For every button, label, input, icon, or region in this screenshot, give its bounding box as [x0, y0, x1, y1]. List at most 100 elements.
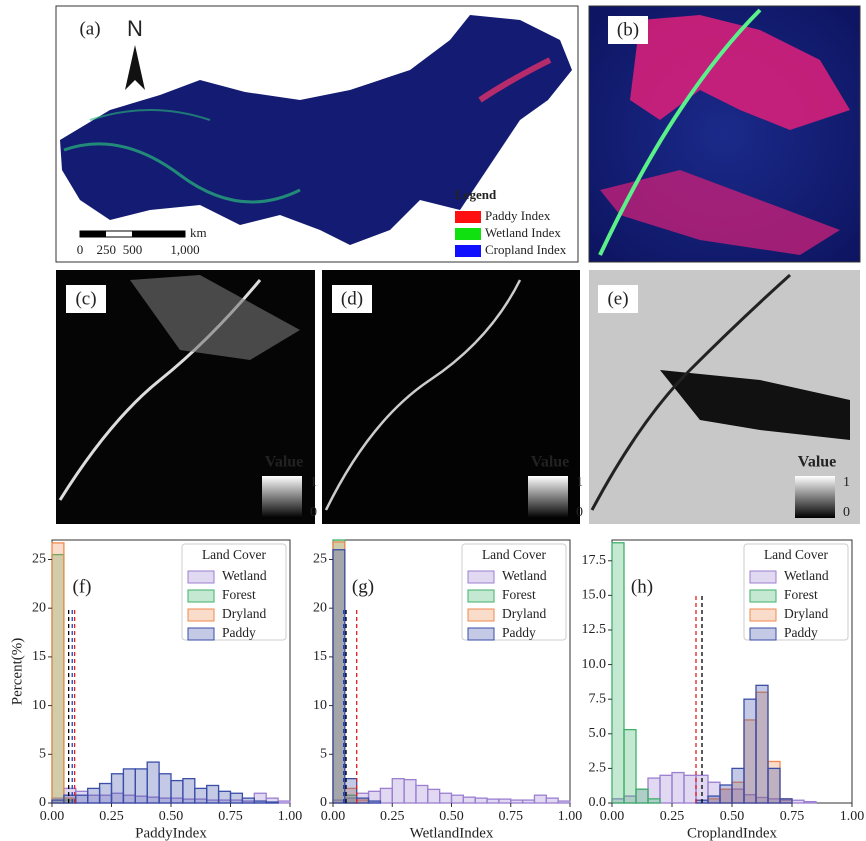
- y-tick-label: 25: [313, 552, 327, 567]
- y-tick-label: 0: [39, 795, 46, 810]
- x-tick-label: 0.50: [720, 809, 745, 824]
- histogram-bar: [344, 777, 358, 804]
- histogram-bar: [647, 798, 661, 804]
- value-gradient: [528, 476, 568, 518]
- panel-label-box: [332, 285, 372, 313]
- histogram-bar: [241, 797, 255, 804]
- legend-title: Land Cover: [482, 547, 547, 562]
- panel-label-box: [66, 285, 106, 313]
- legend-title: Land Cover: [764, 547, 829, 562]
- legend-swatch: [749, 608, 777, 622]
- x-tick-label: 1.00: [278, 809, 303, 824]
- histogram-bar: [87, 787, 101, 804]
- map-river: [324, 279, 522, 511]
- legend-swatch: [467, 589, 495, 603]
- x-axis-label: CroplandIndex: [687, 825, 777, 841]
- legend-box: [743, 543, 849, 641]
- x-tick-label: 0.75: [499, 809, 524, 824]
- y-tick-label: 15: [313, 649, 327, 664]
- histogram-bar: [217, 790, 232, 804]
- histogram-bar: [743, 698, 757, 804]
- histogram-bar: [803, 800, 817, 804]
- map-river: [590, 273, 792, 511]
- histogram-bar: [533, 794, 547, 804]
- histogram-bar: [510, 799, 524, 804]
- scale-unit: km: [190, 225, 207, 240]
- histogram-bar: [98, 782, 113, 804]
- histogram-bar: [659, 774, 673, 804]
- y-tick-label: 2.5: [589, 761, 607, 776]
- legend-box: [461, 543, 567, 641]
- scale-bar: [132, 231, 185, 237]
- histogram-bar: [75, 794, 89, 804]
- north-arrow: [125, 45, 145, 90]
- value-gradient: [262, 476, 302, 518]
- histogram-bar: [367, 800, 382, 804]
- histogram-bar: [623, 728, 637, 804]
- value-legend-title: Value: [798, 454, 837, 471]
- histogram-bar: [683, 774, 697, 804]
- y-tick-label: 7.5: [589, 691, 607, 706]
- histogram-bar: [253, 800, 267, 804]
- y-tick-label: 10.0: [582, 657, 607, 672]
- x-tick-label: 0.25: [660, 809, 685, 824]
- y-tick-label: 0: [320, 795, 327, 810]
- value-max: 1: [576, 475, 583, 490]
- legend-swatch: [467, 627, 495, 641]
- y-tick-label: 20: [313, 600, 327, 615]
- legend-swatch: [749, 627, 777, 641]
- histogram-bar: [755, 684, 769, 804]
- histogram-bar: [486, 798, 500, 804]
- panel-label: (h): [631, 576, 653, 597]
- x-tick-label: 0.25: [380, 809, 405, 824]
- panel-label-box: [608, 16, 648, 44]
- map-paddy: [600, 170, 840, 255]
- x-tick-label: 0.75: [218, 809, 243, 824]
- histogram-bar: [51, 799, 65, 804]
- histogram-bar: [635, 788, 649, 804]
- legend-label: Dryland: [784, 606, 828, 621]
- legend-title: Land Cover: [202, 547, 267, 562]
- panel-label: (f): [73, 576, 92, 597]
- histogram-bar: [450, 794, 465, 804]
- y-tick-label: 15.0: [582, 588, 607, 603]
- value-max: 1: [310, 475, 317, 490]
- x-tick-label: 0.75: [780, 809, 805, 824]
- map-paddy: [478, 57, 552, 103]
- histogram-bar: [415, 784, 429, 804]
- map-forest: [660, 370, 850, 440]
- histogram-bar: [521, 799, 536, 804]
- histogram-bar: [265, 801, 279, 804]
- legend-label: Wetland Index: [485, 225, 561, 240]
- histogram-bar: [611, 542, 625, 804]
- histogram-bar: [51, 542, 65, 804]
- histogram-bar: [779, 798, 793, 804]
- y-tick-label: 15: [32, 649, 46, 664]
- histogram-bar: [438, 792, 453, 804]
- y-tick-label: 25: [32, 552, 46, 567]
- histogram-bar: [731, 767, 745, 804]
- legend-swatch: [187, 627, 215, 641]
- histogram-bar: [110, 773, 125, 804]
- value-gradient: [795, 476, 835, 518]
- histogram-bar: [557, 800, 571, 804]
- map-paddy: [130, 275, 300, 360]
- histogram-bar: [545, 797, 559, 804]
- x-axis-label: PaddyIndex: [135, 825, 207, 841]
- histogram-bar: [332, 549, 346, 804]
- histogram-bar: [671, 771, 685, 804]
- y-tick-label: 20: [32, 600, 46, 615]
- scale-label: 250: [97, 242, 117, 257]
- y-tick-label: 10: [313, 698, 327, 713]
- legend-swatch: [455, 245, 481, 257]
- x-tick-label: 0.00: [321, 809, 346, 824]
- legend-label: Paddy: [784, 625, 818, 640]
- y-tick-label: 17.5: [582, 553, 607, 568]
- legend-swatch: [187, 608, 215, 622]
- histogram-bar: [182, 777, 196, 804]
- legend-swatch: [749, 570, 777, 584]
- panel-label: (e): [607, 288, 628, 309]
- y-tick-label: 12.5: [582, 622, 607, 637]
